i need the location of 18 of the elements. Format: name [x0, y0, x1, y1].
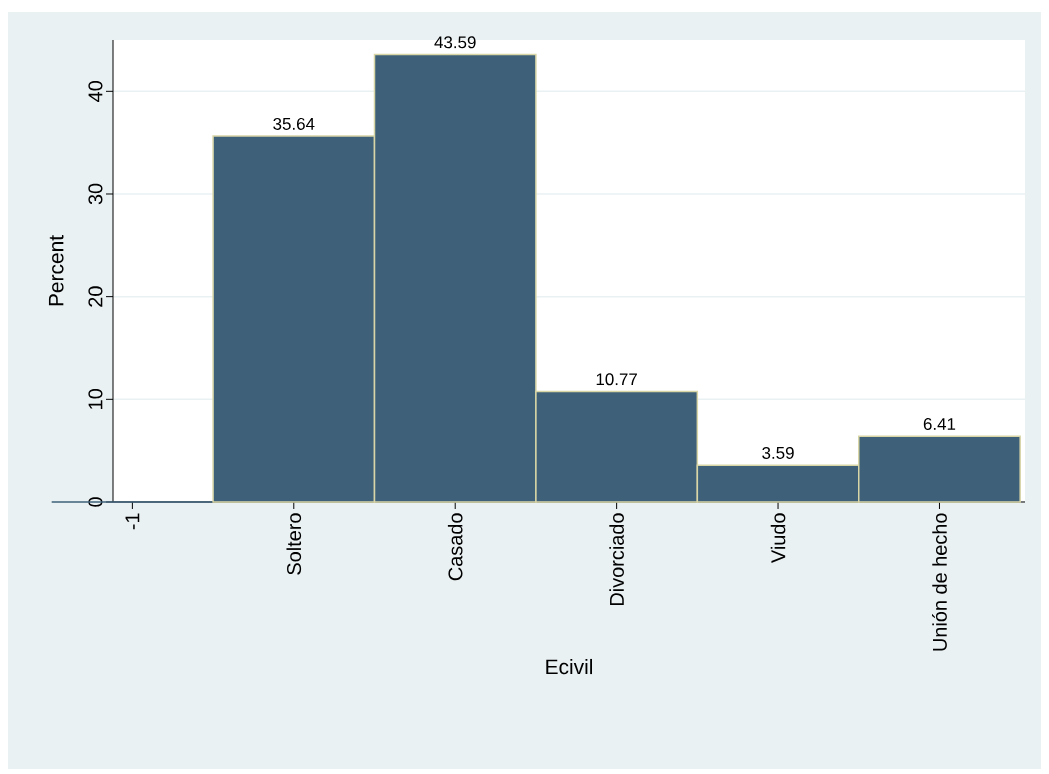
x-tick-label: Unión de hecho — [932, 513, 947, 651]
x-tick-label: Soltero — [286, 513, 302, 575]
data-label: 3.59 — [762, 446, 794, 459]
y-axis-title: Percent — [48, 235, 64, 306]
y-tick-label: 20 — [88, 286, 103, 307]
y-tick-label: 10 — [88, 389, 103, 409]
data-label: 6.41 — [923, 417, 956, 430]
y-tick-label: 0 — [88, 497, 103, 507]
x-tick-label: Casado — [447, 513, 463, 581]
y-tick-label: 30 — [88, 183, 103, 205]
x-tick-label: Divorciado — [609, 513, 624, 605]
x-tick-label: -1 — [125, 513, 140, 530]
x-tick-label: Viudo — [770, 513, 786, 564]
y-tick-label: 40 — [88, 81, 103, 102]
data-label: 35.64 — [273, 117, 315, 130]
x-axis-title: Ecivil — [546, 658, 593, 675]
data-label: 43.59 — [434, 36, 476, 49]
data-label: 10.77 — [596, 373, 637, 386]
